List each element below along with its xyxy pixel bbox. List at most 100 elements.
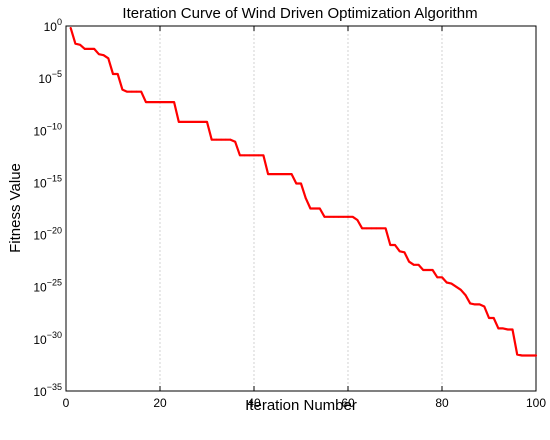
data-point — [300, 182, 302, 185]
y-tick-exponent: −20 — [47, 226, 62, 236]
data-point — [497, 327, 500, 330]
data-point — [173, 101, 176, 104]
data-point — [394, 244, 396, 246]
data-point — [88, 48, 91, 50]
data-point — [436, 276, 439, 279]
y-tick-label: 10−10 — [33, 121, 62, 138]
data-point — [286, 173, 288, 175]
data-point — [535, 354, 537, 357]
data-point — [478, 303, 481, 306]
plot-frame — [65, 25, 537, 392]
data-point — [163, 101, 166, 104]
data-point — [187, 121, 190, 123]
data-point — [375, 227, 378, 230]
data-point — [521, 354, 523, 357]
data-point — [455, 285, 457, 288]
data-point — [239, 154, 241, 157]
series-layer — [69, 27, 538, 357]
data-point — [342, 215, 345, 218]
data-point — [427, 269, 429, 271]
x-tick-label: 100 — [526, 396, 546, 410]
data-point — [135, 90, 138, 93]
data-point — [474, 303, 476, 306]
data-point — [112, 73, 114, 75]
data-point — [530, 354, 533, 357]
y-tick-base: 10 — [33, 124, 47, 138]
data-point — [145, 101, 147, 104]
y-tick-base: 10 — [33, 176, 47, 190]
data-point — [422, 269, 425, 271]
y-axis-label: Fitness Value — [7, 163, 24, 253]
chart-title: Iteration Curve of Wind Driven Optimizat… — [122, 5, 477, 22]
data-point — [267, 173, 269, 175]
data-point — [361, 227, 363, 230]
data-point — [79, 43, 81, 46]
data-point — [445, 281, 448, 284]
data-point — [262, 154, 265, 157]
data-point — [304, 197, 307, 199]
x-tick-label: 60 — [341, 396, 355, 410]
x-axis-label: Iteration Number — [245, 397, 357, 414]
data-point — [154, 101, 157, 104]
data-point — [248, 154, 251, 157]
data-point — [328, 215, 331, 218]
data-point — [403, 251, 406, 254]
data-point — [309, 207, 312, 210]
y-tick-exponent: −15 — [47, 173, 62, 183]
data-point — [384, 227, 387, 230]
data-point — [351, 215, 354, 218]
y-tick-exponent: −10 — [47, 121, 62, 131]
y-tick-base: 10 — [44, 20, 58, 34]
data-point — [201, 121, 204, 123]
data-point — [469, 302, 472, 305]
x-tick-label: 0 — [63, 396, 70, 410]
data-point — [69, 27, 72, 29]
data-point — [159, 101, 161, 104]
data-point — [182, 121, 185, 123]
data-point — [450, 282, 453, 285]
data-point — [196, 121, 199, 123]
data-point — [149, 101, 152, 104]
data-point — [74, 42, 77, 45]
data-point — [408, 260, 410, 263]
y-tick-label: 100 — [44, 17, 62, 34]
x-tick-label: 40 — [247, 396, 261, 410]
data-point — [417, 263, 420, 266]
y-tick-label: 10−5 — [38, 69, 62, 86]
y-tick-exponent: −5 — [52, 69, 62, 79]
data-point — [389, 244, 392, 246]
data-point — [365, 227, 368, 230]
y-tick-base: 10 — [33, 229, 47, 243]
data-point — [210, 138, 213, 141]
data-point — [525, 354, 528, 357]
data-point — [483, 305, 486, 308]
data-point — [177, 121, 180, 123]
y-tick-exponent: 0 — [57, 17, 62, 27]
data-point — [459, 288, 462, 291]
data-point — [333, 215, 335, 218]
data-point — [224, 138, 227, 141]
x-tick-label: 20 — [153, 396, 167, 410]
x-tick-label: 80 — [435, 396, 449, 410]
data-point — [516, 353, 519, 356]
data-point — [98, 53, 100, 56]
data-point — [276, 173, 279, 175]
data-point — [295, 182, 298, 185]
y-tick-exponent: −25 — [47, 278, 62, 288]
grid — [159, 26, 443, 391]
data-point — [107, 57, 110, 60]
data-point — [168, 101, 171, 104]
y-tick-label: 10−15 — [33, 173, 62, 190]
data-point — [243, 154, 246, 157]
data-point — [380, 227, 382, 230]
data-point — [140, 90, 143, 93]
series-line — [69, 27, 538, 357]
y-tick-label: 10−20 — [33, 226, 62, 243]
x-tick-labels: 0 20 40 60 80 100 — [63, 396, 547, 410]
data-point — [83, 48, 86, 50]
data-point — [502, 327, 504, 330]
data-point — [229, 138, 232, 141]
data-point — [314, 207, 316, 210]
